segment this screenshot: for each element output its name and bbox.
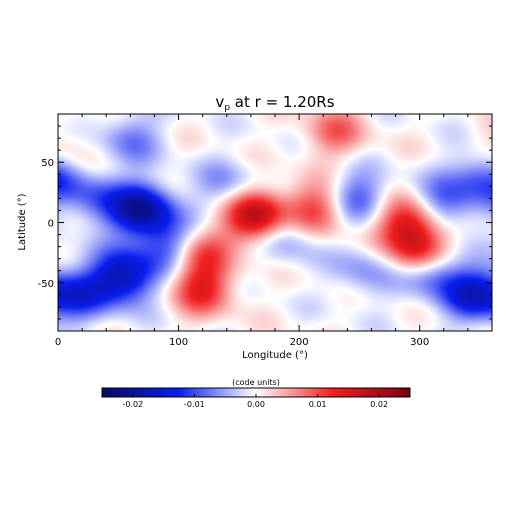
axis-ticks	[57, 113, 493, 332]
y-tick-label: 0	[48, 219, 54, 230]
y-tick-label: -50	[38, 279, 54, 290]
colorbar-tick-label: 0.00	[247, 400, 265, 409]
colorbar-tick-label: 0.02	[370, 400, 388, 409]
chart-title-rest: at r = 1.20Rs	[230, 93, 335, 111]
x-tick-labels: 0 100 200 300	[55, 337, 429, 348]
x-tick-label: 300	[410, 337, 429, 348]
x-axis-title: Longitude (°)	[242, 350, 308, 361]
chart-title: vp at r = 1.20Rs	[215, 93, 334, 113]
x-tick-label: 0	[55, 337, 61, 348]
chart-title-main: v	[215, 93, 224, 111]
heatmap-image	[58, 114, 492, 331]
colorbar-tick-label: -0.02	[122, 400, 143, 409]
y-tick-label: 50	[41, 158, 54, 169]
y-axis-title: Latitude (°)	[17, 193, 28, 250]
colorbar-label: (code units)	[232, 378, 280, 387]
x-tick-label: 200	[290, 337, 309, 348]
x-tick-label: 100	[169, 337, 188, 348]
chart-title-subscript: p	[224, 103, 230, 113]
colorbar-tick-label: 0.01	[309, 400, 327, 409]
colorbar-ticks: -0.02 -0.01 0.00 0.01 0.02	[122, 394, 388, 409]
colorbar-tick-label: -0.01	[184, 400, 205, 409]
y-tick-labels: -50 0 50	[38, 158, 54, 290]
